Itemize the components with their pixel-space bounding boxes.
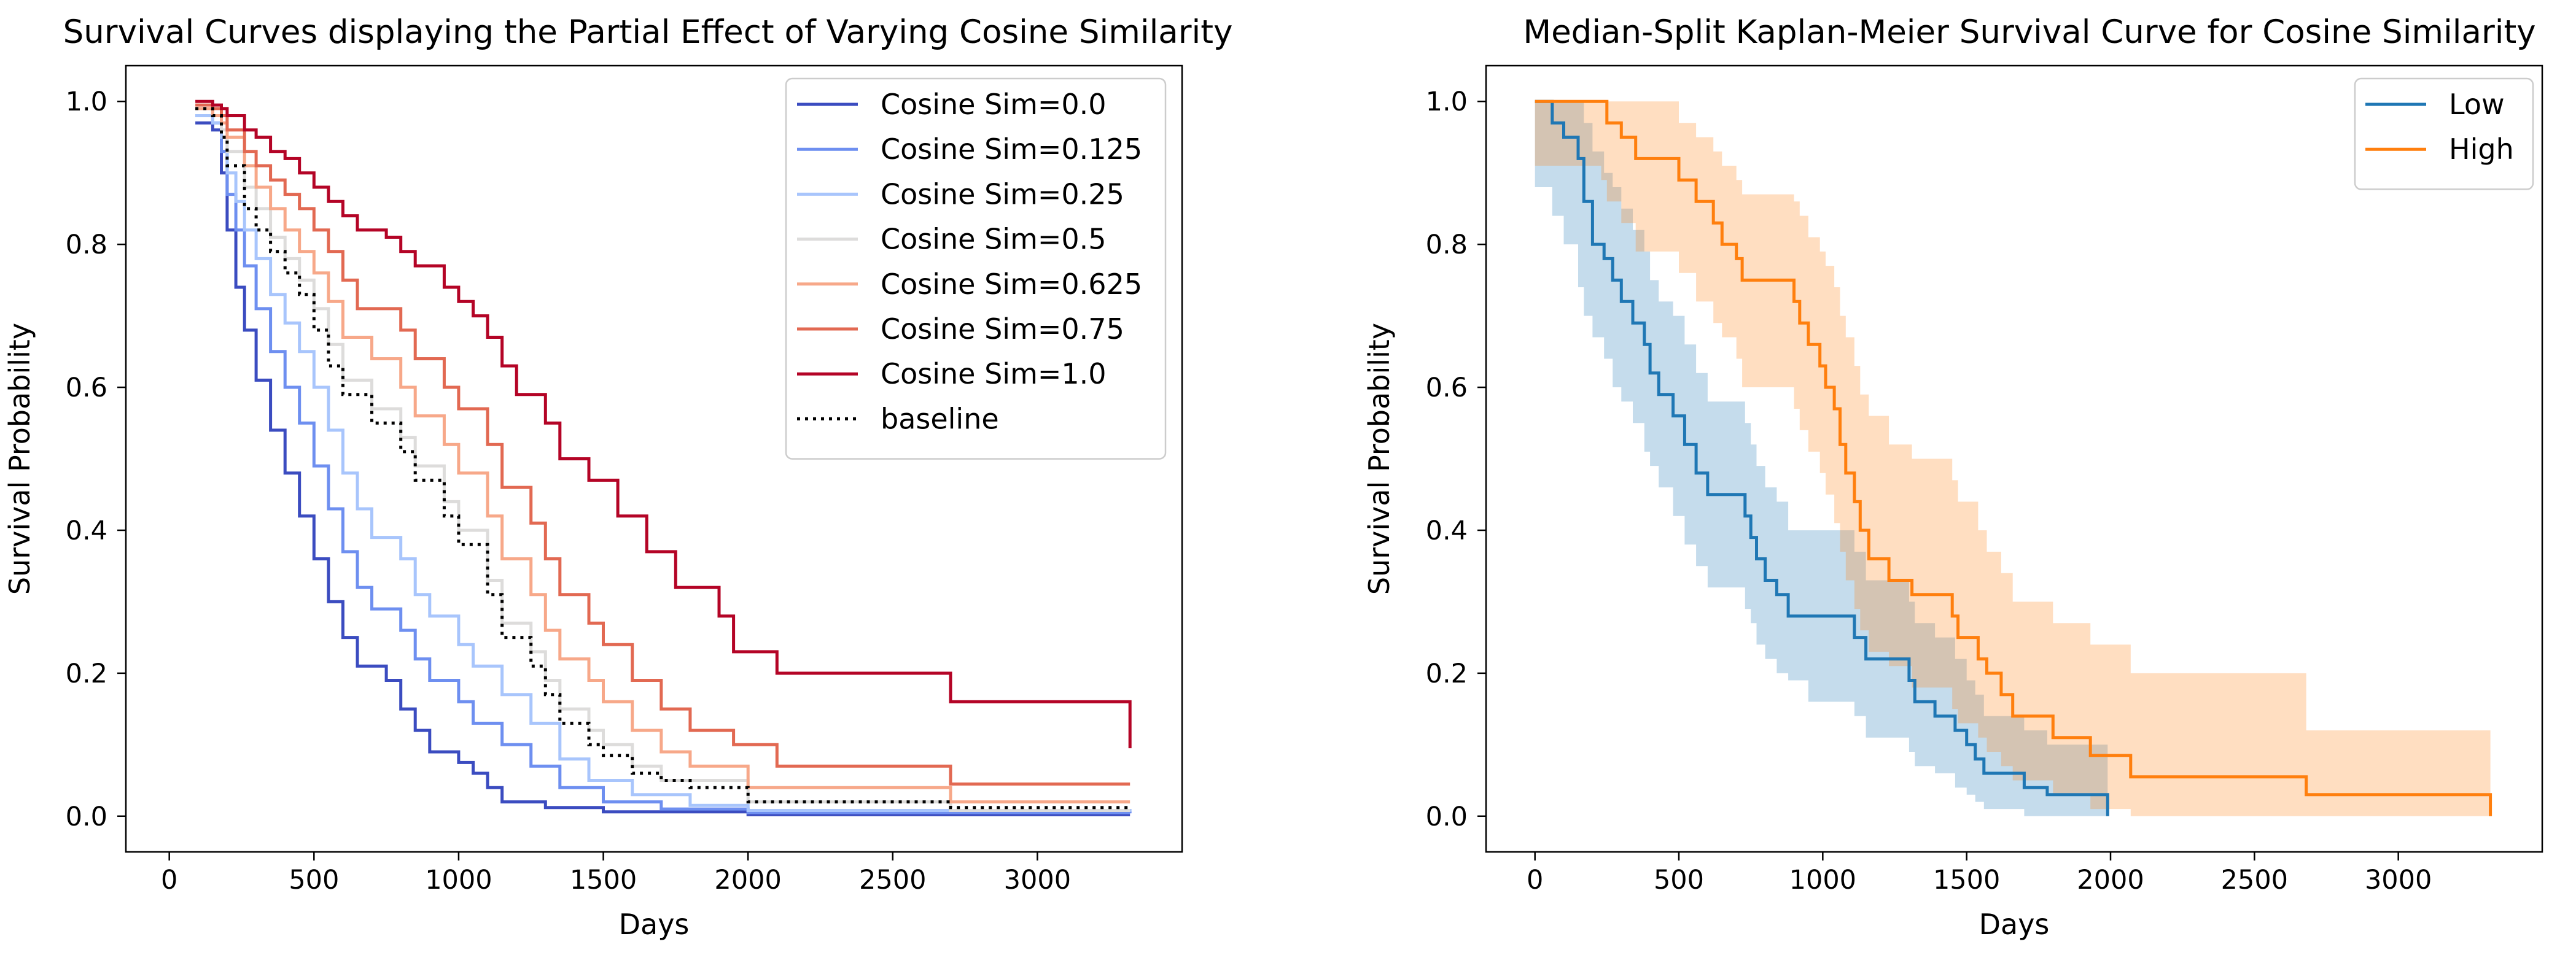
y-tick-label: 0.2 [66,659,107,689]
series-line-0 [1535,99,2109,816]
x-axis-label: Days [619,908,690,941]
legend-label: High [2449,133,2514,166]
y-axis-label: Survival Probability [3,323,36,595]
y-tick-label: 1.0 [1426,87,1468,117]
y-tick-label: 0.6 [66,373,107,403]
legend-label: Cosine Sim=0.5 [881,223,1107,256]
legend [785,77,1167,460]
y-tick-label: 0.8 [1426,230,1468,260]
axes-frame [1485,64,2543,853]
x-tick-label: 1500 [570,865,637,895]
x-tick-label: 3000 [2365,865,2432,895]
series-line-1 [195,114,1132,814]
y-tick-label: 0.0 [1426,802,1468,832]
x-tick-label: 2500 [2221,865,2288,895]
confidence-band-low [1535,101,2108,816]
y-tick-label: 0.4 [66,516,107,546]
legend [2354,77,2534,190]
legend-label: Cosine Sim=0.0 [881,88,1107,121]
legend-label: Cosine Sim=0.125 [881,133,1142,166]
y-tick-label: 0.0 [66,802,107,832]
series-line-6 [195,99,1132,749]
series-line-5 [195,103,1130,786]
series-line-4 [195,107,1130,803]
x-tick-label: 500 [289,865,339,895]
chart-panel-1: Survival Curves displaying the Partial E… [3,14,1232,941]
series-line-1 [1535,99,2492,816]
y-tick-label: 0.8 [66,230,107,260]
axes-frame [125,64,1183,853]
chart-title: Median-Split Kaplan-Meier Survival Curve… [1523,14,2535,51]
legend-label: Low [2449,88,2505,121]
x-tick-label: 500 [1654,865,1704,895]
y-tick-label: 1.0 [66,87,107,117]
x-axis-label: Days [1979,908,2050,941]
y-tick-label: 0.2 [1426,659,1468,689]
x-tick-label: 0 [161,865,177,895]
x-tick-label: 0 [1527,865,1543,895]
series-line-2 [195,114,1132,812]
legend-label: Cosine Sim=1.0 [881,357,1107,390]
series-line-0 [195,121,1130,816]
x-tick-label: 1500 [1933,865,2000,895]
x-tick-label: 2500 [859,865,926,895]
chart-panel-2: Median-Split Kaplan-Meier Survival Curve… [1363,14,2543,941]
chart-title: Survival Curves displaying the Partial E… [63,14,1233,51]
legend-label: Cosine Sim=0.25 [881,177,1124,211]
y-tick-label: 0.4 [1426,516,1468,546]
y-tick-label: 0.6 [1426,373,1468,403]
x-tick-label: 2000 [714,865,781,895]
legend-label: baseline [881,402,999,435]
x-tick-label: 3000 [1004,865,1071,895]
x-tick-label: 1000 [425,865,492,895]
y-axis-label: Survival Probability [1363,323,1396,595]
legend-label: Cosine Sim=0.625 [881,268,1142,301]
series-line-3 [195,107,1130,812]
x-tick-label: 1000 [1789,865,1856,895]
legend-label: Cosine Sim=0.75 [881,312,1124,346]
x-tick-label: 2000 [2077,865,2144,895]
